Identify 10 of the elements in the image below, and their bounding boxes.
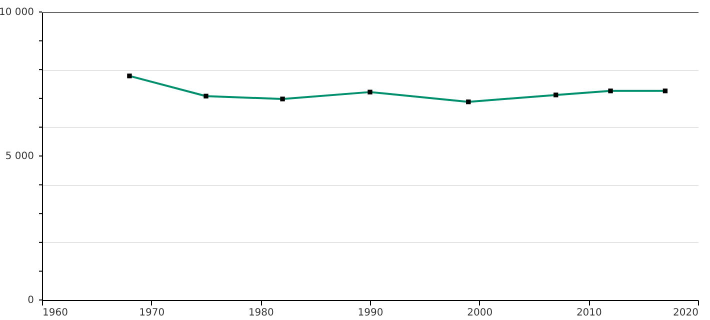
- x-tick-label: 1970: [139, 308, 165, 318]
- y-tick-label: 10 000: [0, 7, 34, 18]
- y-tick-label: 0: [28, 295, 34, 306]
- x-tick-label: 2000: [467, 308, 493, 318]
- y-tick-label: 5 000: [5, 151, 34, 162]
- x-tick-label: 2010: [576, 308, 602, 318]
- x-tick-label: 2020: [673, 308, 698, 318]
- x-tick-label: 1990: [358, 308, 384, 318]
- x-tick-label: 1980: [248, 308, 274, 318]
- x-tick-label: 1960: [42, 308, 68, 318]
